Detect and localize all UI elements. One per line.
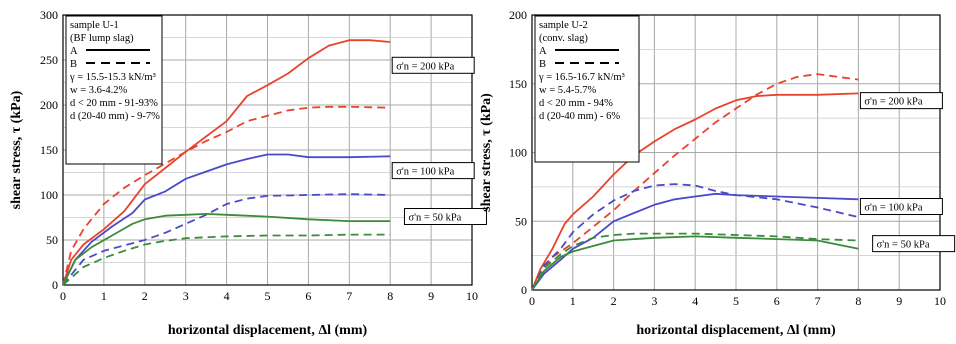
x-tick-label: 3 bbox=[651, 294, 657, 308]
stress-label: σ'n = 50 kPa bbox=[877, 240, 930, 251]
stress-label: σ'n = 100 kPa bbox=[864, 203, 922, 214]
y-tick-label: 100 bbox=[40, 188, 58, 202]
legend-property: d < 20 mm - 91-93% bbox=[70, 98, 158, 109]
x-tick-label: 8 bbox=[387, 289, 393, 303]
x-tick-label: 0 bbox=[529, 294, 535, 308]
stress-label-box bbox=[391, 56, 475, 74]
series-line-0 bbox=[62, 39, 391, 286]
x-tick-label: 8 bbox=[855, 294, 861, 308]
stress-label: σ'n = 50 kPa bbox=[408, 213, 461, 224]
x-tick-label: 2 bbox=[142, 289, 148, 303]
legend-entry-label: B bbox=[539, 59, 546, 70]
y-tick-label: 150 bbox=[40, 143, 58, 157]
x-tick-label: 4 bbox=[692, 294, 698, 308]
y-tick-label: 200 bbox=[509, 8, 527, 22]
legend-entry-label: B bbox=[70, 59, 77, 70]
x-tick-label: 4 bbox=[224, 289, 230, 303]
x-tick-label: 2 bbox=[611, 294, 617, 308]
x-axis-label: horizontal displacement, Δl (mm) bbox=[168, 323, 368, 338]
series-line-5 bbox=[62, 233, 391, 286]
legend-title-line: sample U-1 bbox=[70, 20, 119, 31]
stress-label-box bbox=[859, 92, 943, 110]
x-tick-label: 5 bbox=[733, 294, 739, 308]
x-axis-label: horizontal displacement, Δl (mm) bbox=[636, 323, 836, 338]
series-line-3 bbox=[62, 193, 391, 286]
legend-property: γ = 15.5-15.3 kN/m³ bbox=[69, 72, 156, 83]
x-tick-label: 6 bbox=[774, 294, 780, 308]
chart-panel-u1: 0 1 2 3 4 5 6 7 8 9 10050100150200250300horizontal… bbox=[9, 8, 487, 338]
series-line-0 bbox=[531, 92, 859, 291]
x-tick-label: 0 bbox=[60, 289, 66, 303]
stress-label: σ'n = 100 kPa bbox=[396, 167, 454, 178]
x-tick-label: 1 bbox=[101, 289, 107, 303]
x-tick-label: 7 bbox=[346, 289, 352, 303]
y-tick-label: 50 bbox=[515, 214, 527, 228]
y-axis-label: shear stress, τ (kPa) bbox=[9, 90, 24, 209]
series-line-5 bbox=[531, 232, 859, 291]
y-tick-label: 250 bbox=[40, 53, 58, 67]
legend-title-line: sample U-2 bbox=[539, 20, 588, 31]
series-line-3 bbox=[531, 183, 859, 291]
y-tick-label: 0 bbox=[52, 278, 58, 292]
legend-box bbox=[534, 15, 640, 163]
y-axis-label: shear stress, τ (kPa) bbox=[479, 93, 494, 212]
legend-title-line: (BF lump slag) bbox=[70, 33, 134, 44]
x-tick-label: 7 bbox=[815, 294, 821, 308]
y-tick-label: 300 bbox=[40, 8, 58, 22]
series-line-4 bbox=[62, 213, 391, 286]
x-tick-label: 1 bbox=[570, 294, 576, 308]
x-tick-label: 9 bbox=[428, 289, 434, 303]
legend-property: w = 5.4-5.7% bbox=[539, 85, 597, 96]
y-tick-label: 0 bbox=[521, 283, 527, 297]
x-tick-label: 10 bbox=[934, 294, 946, 308]
legend-property: d < 20 mm - 94% bbox=[539, 98, 613, 109]
plot-frame bbox=[531, 14, 941, 291]
y-tick-label: 150 bbox=[509, 77, 527, 91]
series-line-2 bbox=[62, 153, 391, 286]
legend-title-line: (conv. slag) bbox=[539, 33, 588, 44]
y-tick-label: 50 bbox=[46, 233, 58, 247]
legend-property: γ = 16.5-16.7 kN/m³ bbox=[538, 72, 625, 83]
stress-label-box bbox=[872, 235, 956, 253]
legend-entry-label: A bbox=[70, 46, 78, 57]
stress-label-box bbox=[391, 162, 475, 180]
stress-label-box bbox=[859, 198, 943, 215]
series-line-1 bbox=[531, 73, 859, 291]
stress-label: σ'n = 200 kPa bbox=[396, 61, 454, 72]
x-tick-label: 5 bbox=[265, 289, 271, 303]
legend-property: w = 3.6-4.2% bbox=[70, 85, 128, 96]
x-tick-label: 10 bbox=[466, 289, 478, 303]
series-line-1 bbox=[62, 105, 391, 286]
x-tick-label: 9 bbox=[896, 294, 902, 308]
stress-label-box bbox=[403, 208, 487, 225]
y-tick-label: 100 bbox=[509, 146, 527, 160]
legend-property: d (20-40 mm) - 6% bbox=[539, 111, 620, 122]
y-tick-label: 200 bbox=[40, 98, 58, 112]
plot-frame bbox=[62, 14, 473, 286]
legend-entry-label: A bbox=[539, 46, 547, 57]
legend-property: d (20-40 mm) - 9-7% bbox=[70, 111, 160, 122]
legend-box bbox=[65, 15, 163, 165]
x-tick-label: 3 bbox=[183, 289, 189, 303]
x-tick-label: 6 bbox=[305, 289, 311, 303]
stress-label: σ'n = 200 kPa bbox=[864, 97, 922, 108]
series-line-4 bbox=[531, 235, 859, 291]
